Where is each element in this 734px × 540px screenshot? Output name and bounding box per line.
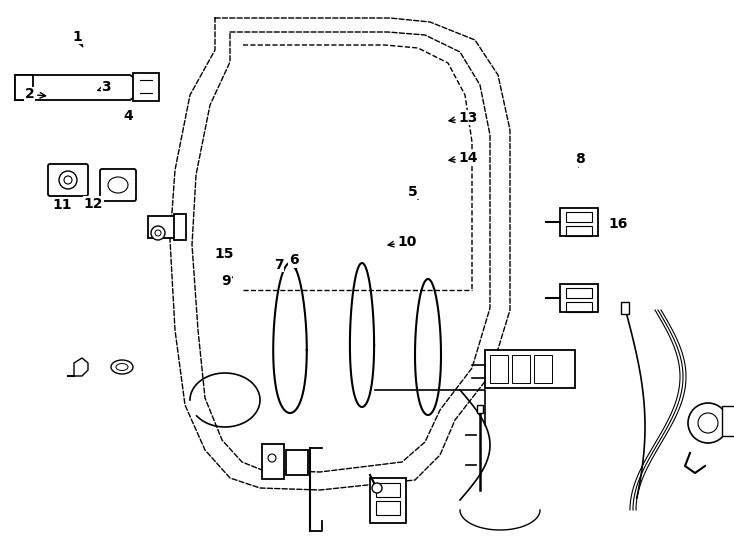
Text: 6: 6 bbox=[288, 253, 299, 271]
Text: 11: 11 bbox=[53, 198, 72, 212]
Bar bbox=[490, 355, 508, 383]
Text: 3: 3 bbox=[98, 80, 112, 94]
FancyBboxPatch shape bbox=[48, 164, 88, 196]
Bar bbox=[560, 208, 598, 236]
Polygon shape bbox=[68, 358, 88, 376]
Text: 9: 9 bbox=[221, 274, 232, 288]
Circle shape bbox=[688, 403, 728, 443]
Text: 12: 12 bbox=[84, 197, 103, 211]
Bar bbox=[376, 501, 400, 515]
Bar bbox=[534, 355, 552, 383]
Text: 13: 13 bbox=[449, 111, 478, 125]
Text: 1: 1 bbox=[72, 30, 83, 47]
Bar bbox=[148, 216, 180, 238]
Bar bbox=[262, 444, 284, 479]
Text: 10: 10 bbox=[388, 235, 417, 249]
Ellipse shape bbox=[111, 360, 133, 374]
Bar bbox=[566, 226, 592, 236]
Bar bbox=[477, 405, 483, 413]
Circle shape bbox=[151, 226, 165, 240]
Bar bbox=[370, 478, 406, 523]
Text: 2: 2 bbox=[24, 87, 46, 102]
Text: 14: 14 bbox=[449, 151, 478, 165]
Bar bbox=[174, 214, 186, 240]
Bar bbox=[560, 284, 598, 312]
Circle shape bbox=[59, 171, 77, 189]
Text: 5: 5 bbox=[408, 185, 418, 199]
Text: 7: 7 bbox=[274, 258, 285, 272]
Circle shape bbox=[372, 483, 382, 493]
Bar bbox=[512, 355, 530, 383]
Bar bbox=[133, 73, 159, 101]
Bar bbox=[621, 302, 629, 314]
Text: 4: 4 bbox=[123, 109, 134, 123]
Text: 8: 8 bbox=[575, 152, 585, 167]
Bar bbox=[376, 483, 400, 497]
Bar bbox=[722, 406, 734, 436]
Bar bbox=[566, 288, 592, 298]
Text: 16: 16 bbox=[608, 217, 628, 231]
Bar bbox=[566, 302, 592, 312]
Bar bbox=[566, 212, 592, 222]
FancyBboxPatch shape bbox=[100, 169, 136, 201]
Polygon shape bbox=[15, 75, 148, 100]
Bar bbox=[15, 75, 33, 100]
Bar bbox=[485, 350, 575, 388]
Bar bbox=[286, 450, 308, 475]
Text: 15: 15 bbox=[214, 247, 233, 261]
